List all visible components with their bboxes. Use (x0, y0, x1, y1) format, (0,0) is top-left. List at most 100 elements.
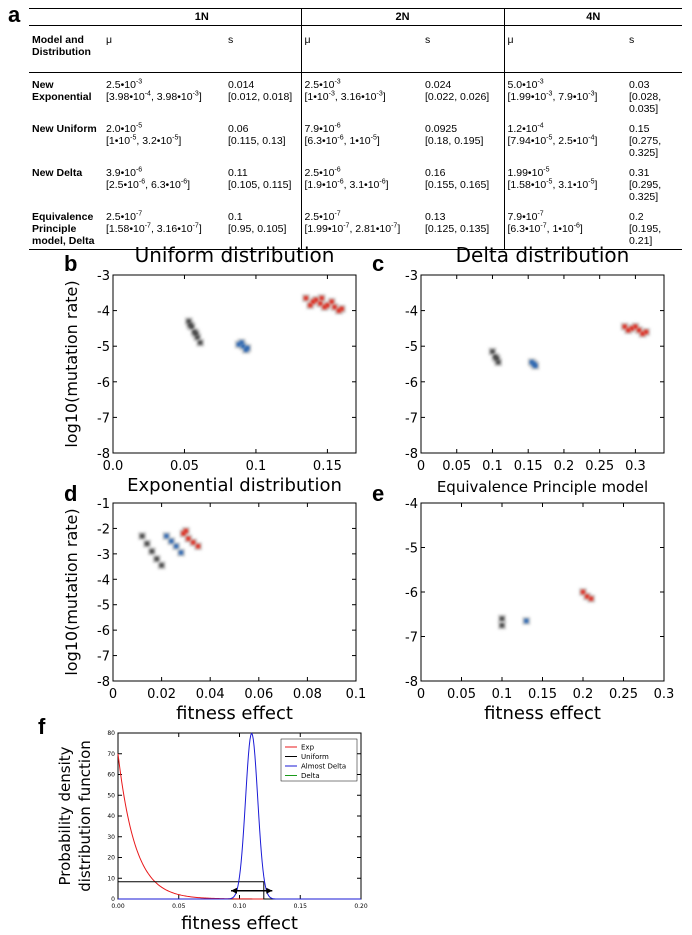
mu-header: μ (503, 25, 626, 73)
chart-c: 0 0.05 0.1 0.15 0.2 0.25 0.3 -8 -7 -6 -5 -4 -3 Delta … (405, 243, 665, 474)
y-tick-label: -8 (97, 675, 110, 690)
y-tick-label: -7 (97, 411, 110, 426)
data-point (322, 304, 327, 310)
mu-value-base: 1.2•10 (507, 123, 538, 135)
chart-e: 0 0.05 0.1 0.15 0.2 0.25 0.3 -8 -7 -6 -5 -4 Equivale… (405, 478, 674, 724)
mu-header: μ (103, 25, 225, 73)
s-cell: 0.014 [0.012, 0.018] (225, 73, 301, 118)
parameter-table-grid: 1N 2N 4N Model and Distribution μ s μ s … (29, 8, 682, 250)
mu-cell: 2.5•10-7 [1.58•10-7, 3.16•10-7] (103, 205, 225, 250)
y-tick-label: 60 (107, 772, 115, 779)
plot-frame (420, 274, 665, 454)
x-tick-label: 0.10 (233, 903, 247, 910)
s-value: 0.11 (228, 167, 248, 179)
data-point (173, 544, 179, 549)
y-tick-label: -3 (97, 548, 110, 563)
y-tick-label: 70 (107, 751, 115, 758)
x-tick-label: 0.3 (625, 459, 646, 474)
x-axis-label: fitness effect (176, 703, 293, 724)
data-point (584, 594, 590, 599)
mu-value-exponent: -3 (537, 78, 544, 86)
mu-confidence-interval: [7.94•10-5, 2.5•10-4] (507, 134, 598, 148)
data-point (178, 550, 184, 555)
y-tick-label: -5 (97, 599, 110, 614)
table-corner-blank (29, 8, 103, 26)
mu-cell: 2.5•10-3 [1•10-3, 3.16•10-3] (300, 72, 422, 117)
mu-cell: 7.9•10-6 [6.3•10-6, 1•10-5] (300, 117, 422, 161)
data-point (495, 360, 501, 365)
x-tick-label: 0 (109, 687, 117, 702)
s-value: 0.03 (629, 79, 650, 91)
s-value: 0.1 (228, 211, 243, 223)
mu-value: 2.5•10-7 (106, 211, 222, 224)
data-point (186, 536, 191, 541)
table-row: New Exponential 2.5•10-3 [3.98•10-4, 3.98•… (29, 72, 682, 118)
data-point (339, 306, 344, 312)
mu-value-exponent: -6 (135, 166, 143, 174)
mu-value-exponent: -6 (334, 122, 341, 130)
mu-confidence-interval: [6.3•10-7, 1•10-6] (507, 222, 583, 236)
cluster-1N (488, 347, 503, 367)
data-point (318, 301, 323, 306)
s-cell: 0.1 [0.95, 0.105] (225, 205, 301, 250)
s-header: s (626, 25, 682, 73)
mu-value-base: 3.9•10 (106, 167, 136, 179)
x-tick-label: 0.06 (244, 687, 273, 702)
data-point (149, 549, 155, 554)
y-axis-label: Probability density (56, 746, 74, 885)
mu-cell: 2.5•10-6 [1.9•10-6, 3.1•10-6] (300, 161, 422, 205)
x-tick-label: 0.00 (111, 903, 125, 910)
mu-value-base: 5.0•10 (507, 79, 538, 91)
x-axis-label: fitness effect (181, 913, 298, 934)
x-tick-label: 0.15 (514, 459, 543, 474)
panel-letter-c: c (372, 251, 385, 276)
mu-value: 7.9•10-6 (305, 122, 420, 136)
group-header-4n: 4N (503, 8, 682, 26)
mu-cell: 2.0•10-5 [1•10-5, 3.2•10-5] (103, 117, 225, 161)
data-point (183, 528, 189, 534)
y-tick-label: -8 (97, 447, 110, 462)
chart-title: Delta distribution (456, 243, 630, 267)
cluster-4N (179, 526, 203, 551)
table-row: Equivalence Principle model, Delta 2.5•10… (29, 205, 682, 250)
mu-cell: 2.5•10-3 [3.98•10-4, 3.98•10-3] (103, 73, 225, 118)
s-cell: 0.024 [0.022, 0.026] (422, 73, 504, 118)
s-value: 0.2 (629, 211, 644, 223)
x-tick-label: 0.05 (170, 459, 199, 474)
mu-confidence-interval: [6.3•10-6, 1•10-5] (304, 134, 380, 148)
mu-value-base: 2.5•10 (304, 211, 335, 223)
mu-value-exponent: -4 (537, 122, 544, 130)
x-tick-label: 0.2 (554, 459, 575, 474)
data-point (499, 623, 505, 628)
mu-value-base: 1.99•10 (507, 167, 544, 179)
s-value: 0.06 (228, 123, 249, 135)
s-header: s (225, 25, 301, 73)
x-tick-label: 0.0 (103, 459, 124, 474)
data-point (169, 538, 174, 544)
y-tick-label: -5 (405, 340, 418, 355)
parameter-table: 1N 2N 4N Model and Distribution μ s μ s … (29, 8, 682, 250)
mu-value: 2.5•10-7 (304, 210, 420, 224)
x-tick-label: 0.25 (609, 687, 638, 702)
model-name: New Uniform (32, 123, 97, 135)
mu-cell: 1.99•10-5 [1.58•10-5, 3.1•10-5] (503, 161, 626, 205)
s-confidence-interval: [0.95, 0.105] (228, 223, 287, 235)
data-point (524, 618, 529, 624)
data-point (190, 540, 196, 545)
mu-value-base: 2.0•10 (106, 123, 136, 135)
s-cell: 0.2 [0.195, 0.21] (626, 205, 682, 250)
y-tick-label: -8 (405, 447, 418, 462)
s-value: 0.31 (629, 167, 650, 179)
group-header-2n: 2N (300, 8, 504, 26)
x-tick-label: 0.05 (447, 687, 476, 702)
mu-value-exponent: -7 (334, 210, 341, 218)
data-point (164, 533, 169, 539)
data-point (181, 531, 186, 536)
y-tick-label: -4 (405, 305, 418, 320)
mu-value: 7.9•10-7 (508, 211, 624, 224)
range-arrow-head-left (230, 887, 237, 894)
y-tick-label: 20 (107, 855, 115, 862)
x-tick-label: 0.3 (654, 687, 675, 702)
y-tick-label: -5 (405, 542, 418, 557)
